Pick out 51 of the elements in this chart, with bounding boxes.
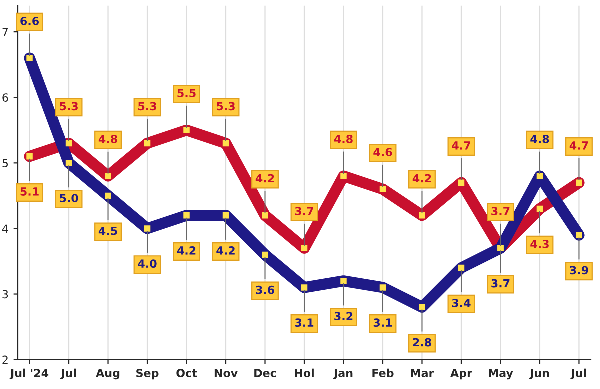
- y-tick-label: 2: [2, 356, 8, 364]
- y-tick-label: 3: [2, 290, 8, 299]
- data-label: 4.2: [177, 246, 196, 255]
- x-tick-label: Oct: [176, 369, 198, 378]
- data-label: 3.1: [374, 318, 392, 328]
- x-tick-label: Jul: [570, 368, 586, 380]
- x-tick-label: Jul: [60, 368, 76, 380]
- y-tick-label: 5: [2, 159, 8, 168]
- x-tick-label: Feb: [372, 368, 394, 378]
- x-tick-label: Aug: [96, 369, 120, 380]
- x-tick-label: Mar: [411, 369, 434, 378]
- x-tick-label: Hol: [295, 368, 314, 378]
- data-label: 4.2: [256, 174, 274, 183]
- data-label: 5.0: [60, 194, 78, 202]
- data-label: 4.3: [530, 240, 549, 248]
- x-tick-label: Jun: [529, 369, 550, 380]
- data-label: 2.8: [413, 338, 432, 347]
- data-label: 4.7: [570, 142, 588, 150]
- x-tick-label: Jul '24: [10, 368, 49, 380]
- data-label: 4.2: [412, 174, 432, 183]
- y-tick-label: 6: [2, 94, 8, 102]
- data-label: 4.8: [98, 134, 118, 144]
- data-label: 4.8: [334, 134, 353, 144]
- data-label: 4.8: [530, 134, 550, 144]
- x-tick-label: Apr: [450, 369, 472, 380]
- data-label: 3.4: [452, 298, 471, 308]
- data-label: 6.6: [20, 16, 40, 26]
- data-label: 3.7: [492, 207, 510, 216]
- x-tick-label: May: [489, 369, 514, 380]
- x-tick-label: Dec: [254, 369, 276, 378]
- data-label: 4.0: [138, 260, 157, 268]
- data-label: 4.7: [452, 142, 470, 150]
- data-label: 3.9: [570, 266, 588, 275]
- data-label: 3.1: [295, 318, 314, 328]
- y-tick-label: 4: [2, 224, 8, 233]
- data-label: 5.3: [217, 102, 235, 111]
- x-tick-label: Jan: [333, 369, 353, 380]
- data-label: 5.1: [20, 188, 39, 196]
- x-tick-label: Sep: [136, 369, 159, 380]
- data-label: 3.7: [492, 279, 510, 288]
- data-label: 5.3: [138, 102, 156, 111]
- data-label: 3.2: [334, 312, 353, 320]
- data-label: 4.5: [98, 227, 118, 236]
- x-tick-label: Nov: [214, 369, 238, 378]
- data-label: 3.6: [256, 286, 274, 294]
- data-label: 4.6: [374, 148, 392, 156]
- data-label: 5.5: [178, 89, 196, 98]
- data-label: 3.7: [295, 207, 314, 216]
- data-label: 5.3: [60, 102, 78, 111]
- data-label: 4.2: [216, 246, 235, 255]
- y-tick-label: 7: [2, 28, 8, 36]
